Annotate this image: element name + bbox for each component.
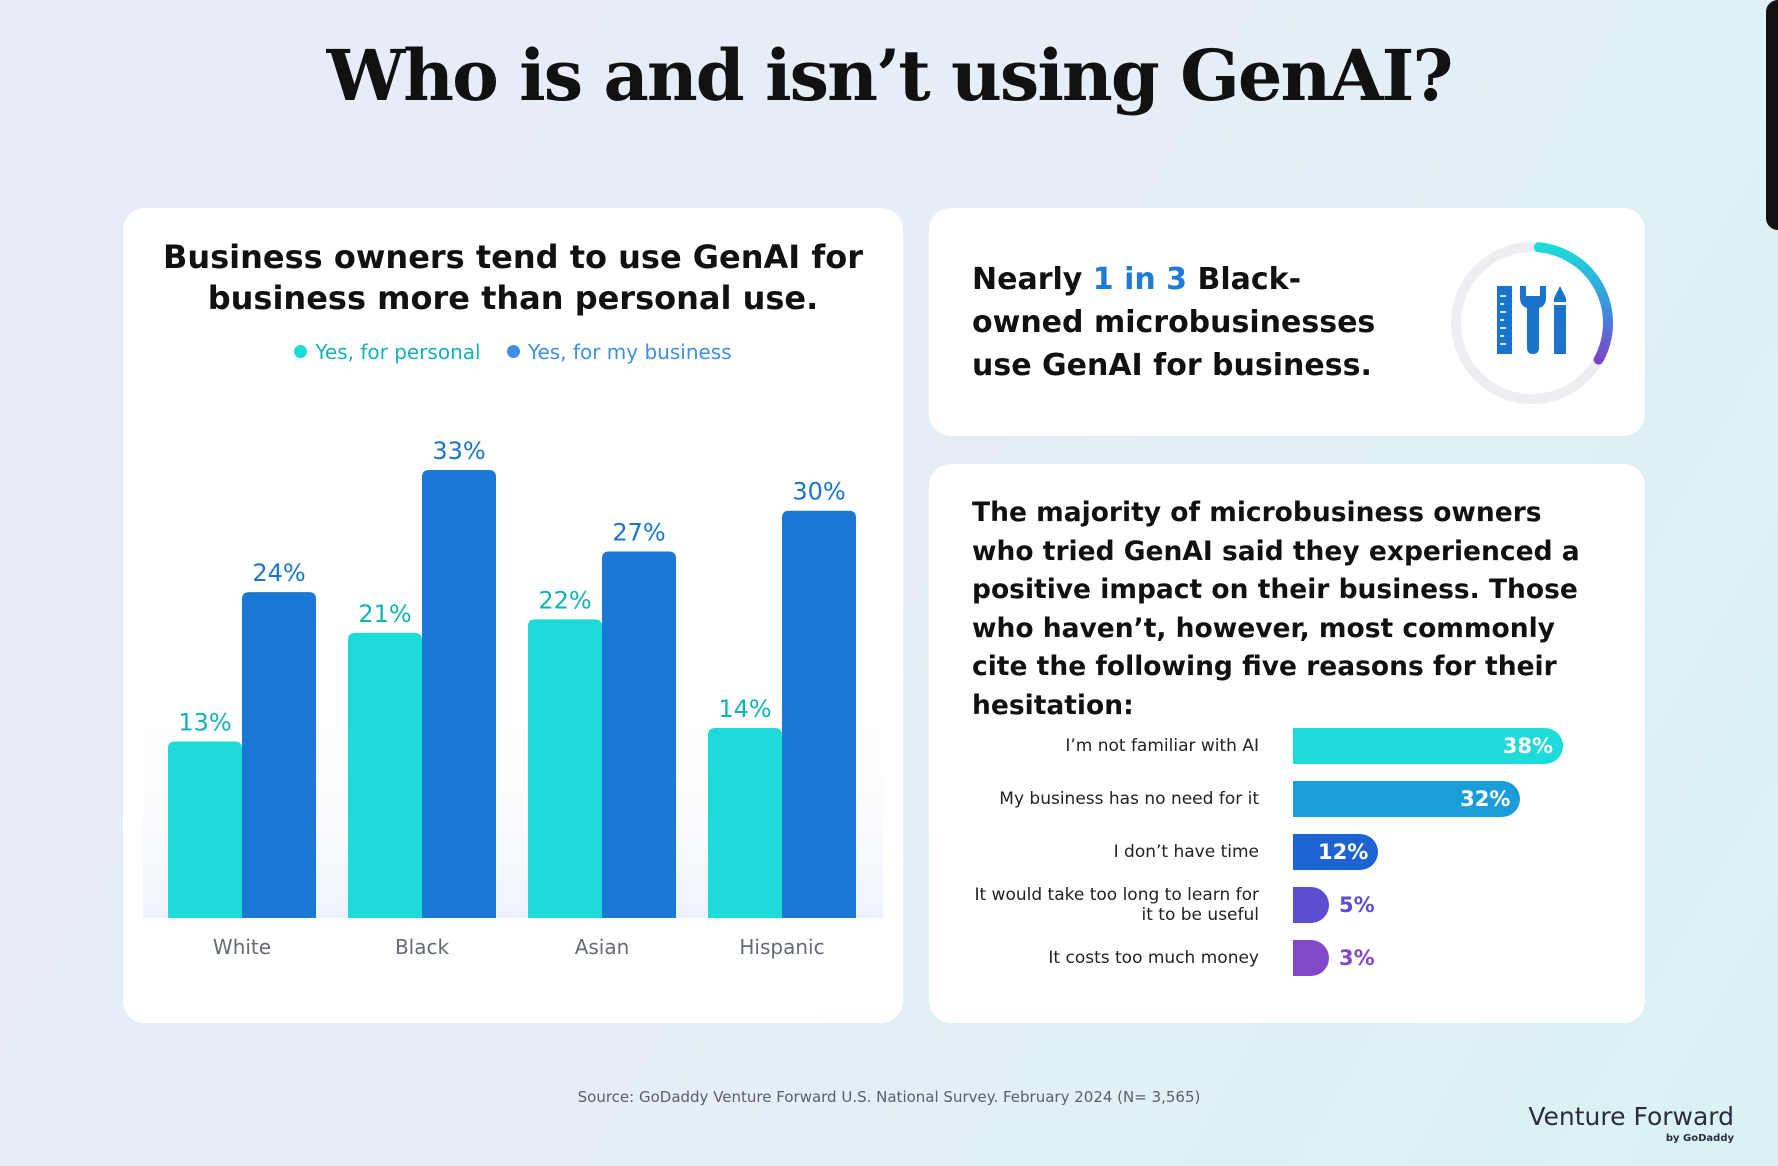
bar-business-black xyxy=(422,470,496,918)
bar-personal-asian xyxy=(528,619,602,918)
chart-legend: Yes, for personal Yes, for my business xyxy=(123,340,903,364)
brand-byline: by GoDaddy xyxy=(1665,1133,1734,1144)
stat-callout-card: Nearly 1 in 3 Black-owned microbusinesse… xyxy=(929,208,1645,436)
reason-row: My business has no need for it 32% xyxy=(929,779,1645,819)
edge-decoration xyxy=(1766,0,1778,230)
grouped-bar-chart: 13% 24% White 21% 33% Black 22% 27% Asian 14% 30% H… xyxy=(143,437,883,959)
bar-business-hispanic xyxy=(782,510,856,918)
legend-swatch-personal xyxy=(294,345,308,358)
reason-bar xyxy=(1293,781,1521,817)
callout-text: Nearly 1 in 3 Black-owned microbusinesse… xyxy=(972,258,1412,387)
tools-icon xyxy=(1497,286,1566,354)
bar-personal-black xyxy=(348,632,422,918)
x-tick-label: White xyxy=(213,935,271,959)
reason-row: It would take too long to learn for it t… xyxy=(929,885,1645,925)
legend-label-personal: Yes, for personal xyxy=(315,340,481,364)
chart-title: Business owners tend to use GenAI for bu… xyxy=(162,238,864,317)
reason-value: 12% xyxy=(1317,840,1369,864)
legend-swatch-business xyxy=(506,345,520,358)
bar-value-label: 13% xyxy=(178,709,231,737)
bar-business-asian xyxy=(602,551,676,918)
bar-value-label: 27% xyxy=(612,518,665,546)
callout-highlight: 1 in 3 xyxy=(1092,262,1188,297)
reason-row: I’m not familiar with AI 38% xyxy=(929,726,1645,766)
reason-label: I don’t have time xyxy=(1113,842,1259,862)
page-title: Who is and isn’t using GenAI? xyxy=(326,34,1454,117)
reason-value: 32% xyxy=(1460,787,1511,811)
x-tick-label: Black xyxy=(395,935,450,959)
brand-name: Venture Forward xyxy=(1528,1102,1734,1131)
legend-label-business: Yes, for my business xyxy=(527,340,732,364)
brand-logo: Venture Forward by GoDaddy xyxy=(1528,1102,1734,1144)
x-tick-label: Hispanic xyxy=(739,935,824,959)
gauge-ring xyxy=(1451,242,1613,404)
reasons-intro: The majority of microbusiness owners who… xyxy=(972,497,1580,721)
reason-bar xyxy=(1293,728,1563,764)
reason-bar xyxy=(1293,834,1379,870)
gauge-fill xyxy=(1533,242,1613,365)
bar-personal-hispanic xyxy=(708,727,782,918)
reasons-card: The majority of microbusiness owners who… xyxy=(929,464,1645,1023)
reason-value: 3% xyxy=(1339,946,1375,970)
bar-chart-card: Business owners tend to use GenAI for bu… xyxy=(123,208,903,1023)
bar-business-white xyxy=(242,592,316,918)
legend-item-personal: Yes, for personal xyxy=(294,340,481,364)
reason-value: 5% xyxy=(1339,893,1375,917)
bar-value-label: 14% xyxy=(718,695,771,723)
bar-value-label: 21% xyxy=(358,600,411,628)
callout-prefix: Nearly xyxy=(972,262,1093,297)
legend-item-business: Yes, for my business xyxy=(506,340,732,364)
source-note: Source: GoDaddy Venture Forward U.S. Nat… xyxy=(577,1088,1201,1106)
bar-value-label: 30% xyxy=(792,478,845,506)
bar-value-label: 24% xyxy=(252,559,305,587)
reason-row: I don’t have time 12% xyxy=(929,832,1645,872)
reason-label: My business has no need for it xyxy=(999,789,1259,809)
x-tick-label: Asian xyxy=(575,935,630,959)
reason-label: I’m not familiar with AI xyxy=(1065,736,1259,756)
reason-bar xyxy=(1293,940,1329,976)
callout-suffix: Black-owned microbusinesses use GenAI fo… xyxy=(972,262,1376,383)
reason-value: 38% xyxy=(1502,734,1553,758)
reason-label: It costs too much money xyxy=(1048,948,1259,968)
bar-personal-white xyxy=(168,741,242,918)
reason-bar xyxy=(1293,887,1329,923)
reason-label: It would take too long to learn for it t… xyxy=(974,885,1259,925)
reason-row: It costs too much money 3% xyxy=(929,938,1645,978)
bar-value-label: 22% xyxy=(538,586,591,614)
bar-value-label: 33% xyxy=(432,437,485,465)
